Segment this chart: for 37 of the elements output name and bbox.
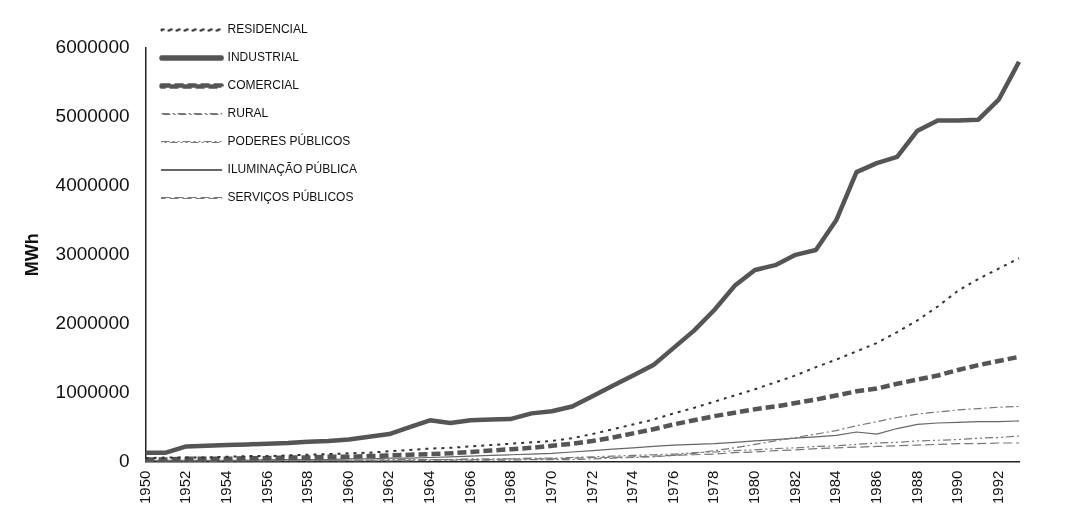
x-tick-label: 1982 xyxy=(785,470,803,505)
x-tick-label: 1954 xyxy=(216,470,234,505)
x-tick-label: 1974 xyxy=(623,470,641,505)
x-tick-label: 1988 xyxy=(907,470,925,505)
x-tick-label: 1960 xyxy=(338,470,356,505)
x-tick-label: 1992 xyxy=(988,470,1006,505)
x-tick-label: 1970 xyxy=(541,470,559,505)
legend-label: COMERCIAL xyxy=(227,78,300,93)
y-tick-label: 5000000 xyxy=(55,105,130,127)
x-tick-label: 1962 xyxy=(379,470,397,505)
legend-label: RESIDENCIAL xyxy=(227,22,308,37)
x-tick-label: 1976 xyxy=(663,470,681,505)
x-tick-label: 1958 xyxy=(298,470,316,505)
y-tick-label: 3000000 xyxy=(55,243,130,265)
y-axis-title: MWh xyxy=(21,233,42,277)
legend-label: INDUSTRIAL xyxy=(227,50,300,65)
x-tick-label: 1980 xyxy=(745,470,763,505)
legend-label: PODERES PÚBLICOS xyxy=(227,133,351,149)
x-tick-label: 1966 xyxy=(460,470,478,505)
legend-label: SERVIÇOS PÚBLICOS xyxy=(227,189,354,205)
x-tick-label: 1964 xyxy=(420,470,438,505)
x-tick-label: 1972 xyxy=(582,470,600,505)
x-tick-label: 1986 xyxy=(866,470,884,505)
x-tick-label: 1952 xyxy=(176,470,194,505)
x-tick-label: 1956 xyxy=(257,470,275,505)
x-tick-label: 1978 xyxy=(704,470,722,505)
x-tick-label: 1968 xyxy=(501,470,519,505)
y-tick-label: 0 xyxy=(118,449,130,471)
y-tick-label: 6000000 xyxy=(55,36,130,58)
y-tick-label: 4000000 xyxy=(55,174,130,196)
y-tick-label: 1000000 xyxy=(55,380,130,402)
y-tick-label: 2000000 xyxy=(55,311,130,333)
x-tick-label: 1990 xyxy=(948,470,966,505)
x-tick-label: 1950 xyxy=(135,470,153,505)
legend-label: ILUMINAÇÃO PÚBLICA xyxy=(227,161,357,177)
legend-label: RURAL xyxy=(227,106,269,121)
x-tick-label: 1984 xyxy=(826,470,844,505)
